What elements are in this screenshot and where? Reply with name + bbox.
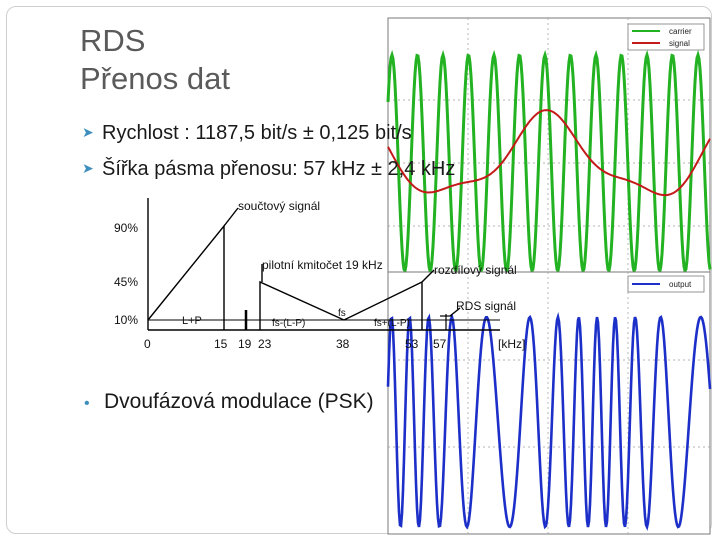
tick-x-53: 53: [405, 337, 419, 351]
tick-y-90: 90%: [114, 221, 138, 235]
output-wave: [386, 312, 712, 531]
carrier-wave: [386, 49, 712, 276]
bullet-arrow-icon: ➤: [82, 124, 94, 140]
bullet-psk-text: Dvoufázová modulace (PSK): [104, 390, 374, 413]
legend-carrier-label: carrier: [669, 27, 692, 36]
label-diff-signal: rozdílový signál: [434, 263, 517, 277]
label-fs-minus: fs-(L-P): [272, 318, 305, 329]
tick-x-57: 57: [433, 337, 447, 351]
label-sum-signal: součtový signál: [238, 199, 320, 213]
tick-x-unit: [kHz]: [498, 337, 525, 351]
label-rds-signal: RDS signál: [456, 299, 516, 313]
tick-x-23: 23: [258, 337, 272, 351]
diff-signal-shape: [259, 280, 423, 330]
bullet-bitrate-text: Rychlost : 1187,5 bit/s ± 0,125 bit/s: [102, 122, 412, 144]
slide-frame: [6, 6, 712, 534]
legend-output-label: output: [669, 280, 692, 289]
tick-x-38: 38: [336, 337, 350, 351]
bullet-psk: • Dvoufázová modulace (PSK): [84, 390, 374, 414]
bullet-bandwidth-text: Šířka pásma přenosu: 57 kHz ± 2,4 kHz: [102, 158, 456, 180]
label-pilot: pilotní kmitočet 19 kHz: [262, 258, 383, 272]
title-line-2: Přenos dat: [80, 61, 230, 96]
bullet-dot-icon: •: [84, 395, 90, 412]
label-lp: L+P: [182, 315, 202, 327]
slide-title: RDS Přenos dat: [80, 22, 230, 98]
top-legend: carrier signal: [627, 23, 705, 51]
bottom-legend: output: [627, 275, 705, 293]
signal-wave: [387, 109, 711, 197]
bullet-bandwidth: ➤ Šířka pásma přenosu: 57 kHz ± 2,4 kHz: [82, 158, 455, 181]
bottom-plot-grid: [388, 272, 710, 534]
legend-signal-label: signal: [669, 39, 690, 48]
bullet-arrow-icon: ➤: [82, 160, 94, 176]
tick-x-19: 19: [238, 337, 252, 351]
tick-x-15: 15: [214, 337, 228, 351]
bullet-bitrate: ➤ Rychlost : 1187,5 bit/s ± 0,125 bit/s: [82, 122, 412, 145]
tick-x-0: 0: [144, 337, 151, 351]
label-fs-plus: fs+(L-P): [374, 318, 410, 329]
tick-y-45: 45%: [114, 275, 138, 289]
label-fs: fs: [338, 308, 346, 319]
mpx-spectrum-diagram: 90% 45% 10% 0 15 19 23 38 53 57 [kHz] so…: [114, 198, 525, 351]
title-line-1: RDS: [80, 23, 146, 58]
tick-y-10: 10%: [114, 313, 138, 327]
carrier-signal-plot: carrier signal: [386, 17, 712, 276]
